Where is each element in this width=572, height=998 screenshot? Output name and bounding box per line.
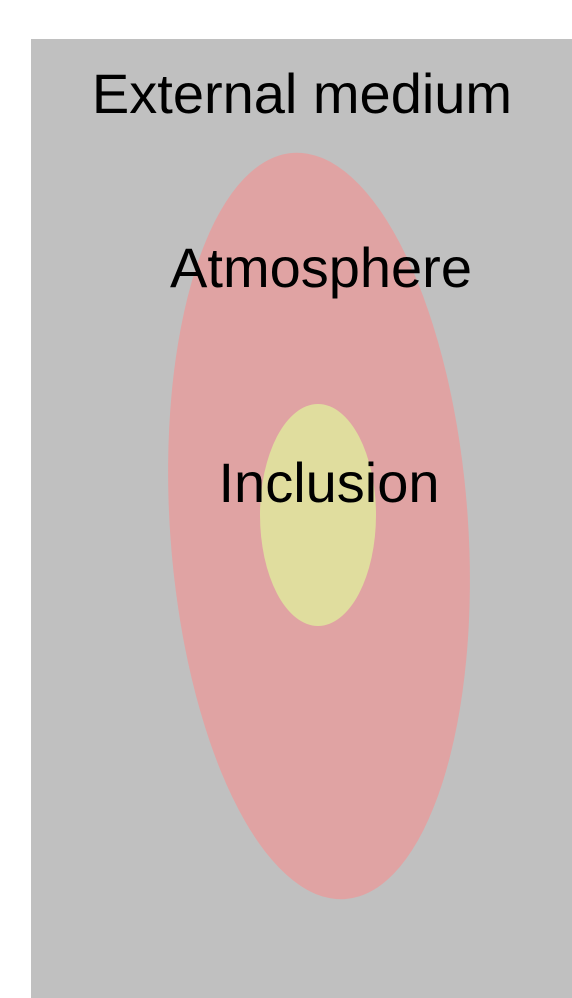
inclusion-label: Inclusion (218, 451, 439, 514)
atmosphere-label: Atmosphere (170, 236, 472, 299)
external-medium-label: External medium (92, 62, 512, 125)
inclusion (260, 404, 376, 626)
